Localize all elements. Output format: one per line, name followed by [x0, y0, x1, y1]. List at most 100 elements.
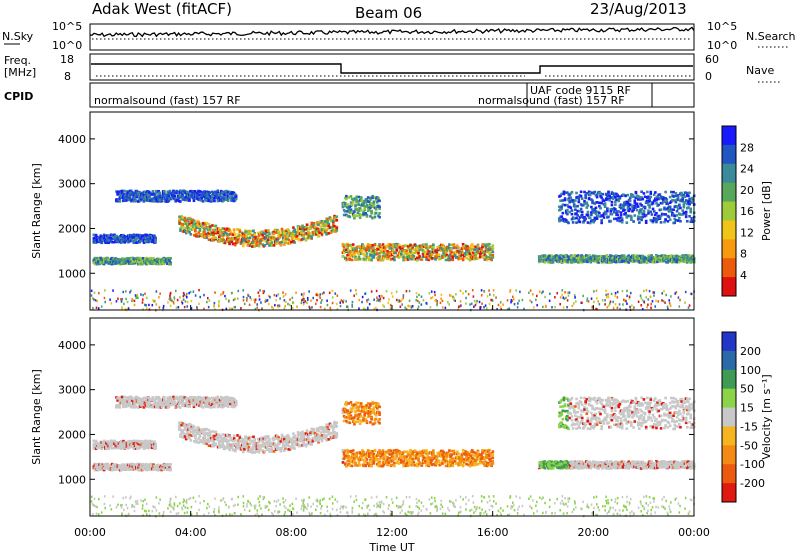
power-cell [586, 221, 590, 224]
power-cell [333, 225, 336, 228]
power-cell [459, 257, 463, 260]
power-cell [349, 289, 352, 292]
power-cell [233, 233, 237, 236]
power-cell [256, 303, 259, 306]
power-cell [316, 231, 319, 235]
power-cell [642, 211, 646, 214]
power-cell [378, 256, 381, 259]
power-cell [311, 225, 315, 228]
power-cell [654, 218, 657, 222]
power-cell [474, 255, 477, 258]
power-cell [101, 235, 105, 238]
power-cell [409, 244, 412, 247]
power-cell [686, 219, 689, 223]
title-left: Adak West (fitACF) [92, 0, 232, 18]
power-cell [364, 258, 368, 262]
power-cell [221, 196, 224, 200]
power-cell [378, 199, 381, 203]
power-cell [133, 196, 137, 200]
power-cell [593, 207, 597, 211]
power-cell [363, 208, 367, 212]
power-cell [473, 257, 476, 261]
power-cell [256, 235, 260, 239]
power-cell [628, 207, 632, 211]
power-cell [174, 289, 177, 293]
power-cell [653, 294, 655, 297]
power-cell [218, 227, 221, 231]
power-cell [145, 304, 147, 307]
power-cell [277, 230, 280, 233]
power-cell [594, 212, 598, 215]
power-cell [263, 232, 267, 236]
power-cell [563, 297, 566, 300]
power-cell [635, 208, 639, 212]
power-cell [359, 196, 363, 199]
power-cell [431, 296, 434, 299]
power-cell [510, 298, 513, 302]
power-cell [579, 207, 583, 211]
power-cell [587, 300, 590, 303]
power-cell [173, 296, 176, 299]
power-cell [691, 254, 695, 258]
power-cell [204, 193, 207, 197]
power-cell [655, 201, 658, 205]
cpid-label: CPID [4, 90, 33, 103]
power-cell [618, 260, 621, 264]
power-cell [610, 190, 614, 194]
power-cell [481, 255, 484, 258]
power-cell [105, 241, 108, 244]
power-cell [380, 294, 383, 297]
power-cell [593, 190, 597, 194]
power-cell [361, 243, 364, 246]
power-cell [593, 300, 595, 304]
power-cell [245, 235, 248, 239]
velocity-cell [110, 439, 114, 443]
power-cell [466, 245, 469, 248]
power-cell [495, 296, 497, 299]
power-cell [214, 224, 218, 228]
power-cell [319, 293, 322, 296]
power-cell [609, 196, 613, 199]
power-cell [656, 260, 659, 264]
power-cell [186, 305, 189, 308]
power-cell [115, 300, 118, 303]
power-cell [199, 295, 202, 299]
power-cell [199, 199, 203, 202]
power-cell [307, 298, 309, 302]
power-cell [472, 244, 475, 248]
power-cell [579, 260, 582, 264]
power-cell [97, 307, 100, 310]
power-cell [556, 291, 559, 295]
power-cell [279, 297, 281, 300]
power-cell [390, 292, 393, 295]
power-cell [497, 303, 500, 307]
power-cell [651, 207, 655, 211]
power-cell [310, 221, 313, 225]
power-cell [128, 193, 132, 196]
power-cell [133, 299, 136, 303]
colorbar-segment [722, 126, 736, 146]
power-cell [492, 289, 495, 292]
power-cell [393, 258, 396, 262]
power-cell [212, 235, 215, 238]
power-cell [357, 195, 361, 199]
power-cell [448, 243, 451, 246]
power-cell [237, 289, 240, 293]
power-cell [370, 290, 373, 293]
power-cell [315, 302, 317, 306]
power-cell [158, 192, 162, 196]
power-cell [689, 254, 693, 258]
power-cell [668, 195, 672, 199]
power-cell [400, 255, 403, 258]
power-cell [627, 254, 631, 258]
power-cell [192, 224, 196, 227]
power-cell [107, 258, 111, 262]
power-cell [303, 228, 307, 231]
velocity-cell [109, 445, 113, 448]
power-cell [365, 213, 369, 217]
power-cell [389, 243, 393, 247]
power-cell [150, 192, 154, 196]
power-cell [392, 249, 395, 252]
power-cell [566, 305, 568, 309]
power-cell [614, 294, 616, 298]
